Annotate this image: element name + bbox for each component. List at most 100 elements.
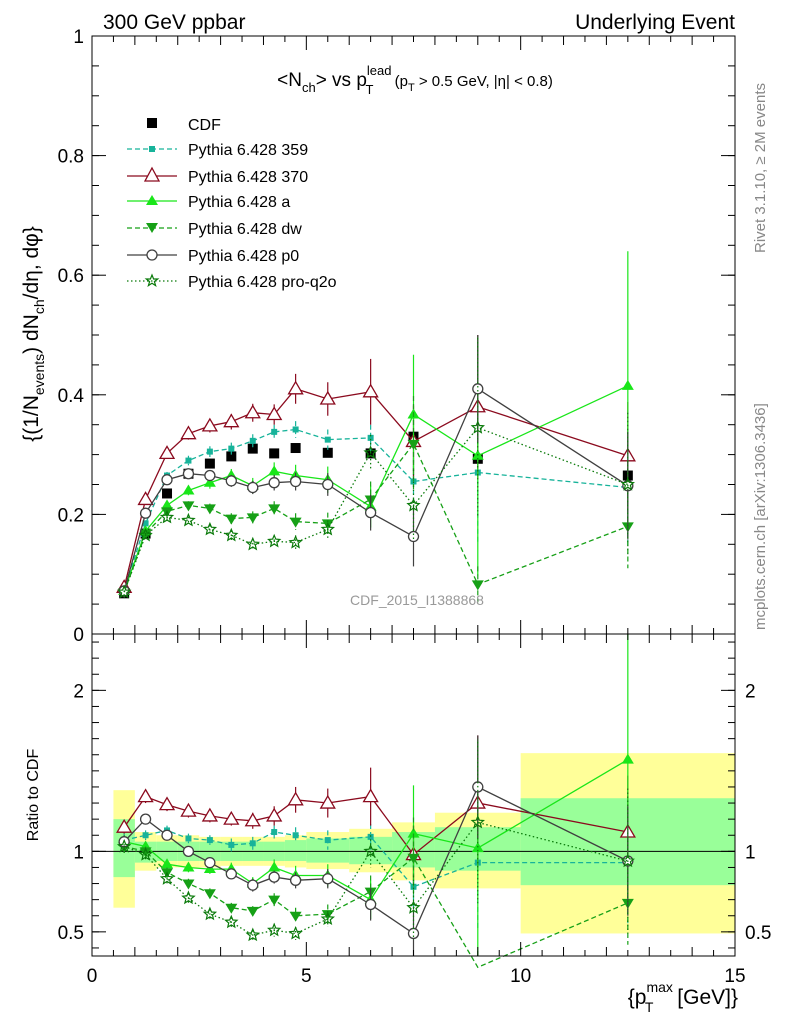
main-point-p370 [266,406,283,421]
ratio-point-pq2o [202,906,218,921]
ratio-point-p370 [180,802,197,817]
ratio-point-pp0 [247,879,259,891]
main-point-pq2o [202,521,218,536]
ratio-point-pq2o [470,814,485,829]
main-ticks: 0 0.2 0.4 0.6 0.8 1 [58,27,736,646]
legend-label-dw: Pythia 6.428 dw [188,221,302,238]
main-point-cdf [204,458,215,469]
ratio-point-pa [161,858,174,869]
main-line-p359 [123,428,628,591]
ratio-point-pdw [139,847,152,858]
ratio-point-pdw [203,889,216,900]
ratio-point-p370 [158,796,176,811]
ratio-point-pq2o [406,900,421,914]
main-point-pa [621,379,634,390]
ratio-point-pq2o [181,890,196,905]
ratio-xtick-label: 15 [724,966,745,987]
main-point-p370 [201,417,219,432]
main-point-pp0 [364,506,377,519]
ratio-point-pa [182,861,195,872]
ylabel-a: {(1/N [20,395,43,442]
ratio-point-p370 [116,818,133,833]
ratio-point-pq2o [138,847,153,861]
main-point-pdw [203,504,216,515]
ratio-series-pq2o [116,741,635,942]
xlabel-a-sup: max [646,979,672,995]
legend-marker-cdf [147,118,157,128]
legend-entry-dw: Pythia 6.428 dw [127,221,302,238]
main-ytick-label: 0.2 [58,505,84,526]
ratio-line-pdw [124,845,629,969]
ratio-point-p370 [362,788,379,803]
main-series-pa [118,251,634,595]
main-point-pq2o [470,420,485,434]
ratio-series [116,634,636,969]
ratio-point-p359 [324,837,331,844]
main-point-pq2o [363,445,378,459]
main-point-pp0 [204,469,216,482]
main-series-p359 [121,400,631,594]
ratio-point-p359 [249,840,256,847]
ratio-point-p370 [266,807,283,822]
main-point-p370 [158,445,176,460]
ratio-point-p370 [287,791,304,806]
ratio-ytick-label: 2 [73,681,84,702]
ratio-point-pp0 [268,871,280,883]
ratio-ytick-label-right: 2 [745,681,756,702]
main-ytick-label: 0.6 [58,266,84,287]
main-point-pp0 [182,468,195,480]
legend-entry-q2o: Pythia 6.428 pro-q2o [127,273,337,291]
ratio-point-pp0 [204,856,216,869]
ratio-point-pdw [407,853,420,864]
main-point-p359 [410,478,417,485]
main-point-pq2o [181,512,196,527]
ratio-point-p370 [319,794,336,809]
legend-entry-359: Pythia 6.428 359 [127,142,308,159]
main-panel: 00.20.40.60.81 <Nch> vs plead T (pT > 0.5… [20,27,736,646]
legend-entry-p0: Pythia 6.428 p0 [127,248,299,265]
title-t3: (p [390,73,408,90]
main-point-pq2o [406,497,421,512]
legend-label-a: Pythia 6.428 a [188,194,290,211]
main-ytick-label: 0.4 [58,386,85,407]
ratio-ytick-label-right: 0.5 [745,923,771,944]
xlabel-a: {p [628,986,647,1009]
main-line-pdw [123,442,629,593]
main-point-pp0 [407,530,420,543]
title-t1: <N [277,70,302,91]
main-line-pp0 [123,387,629,592]
ratio-point-p359 [271,829,278,836]
main-series-pdw [118,395,634,603]
title-t4: > 0.5 GeV, |η| < 0.8) [415,73,553,90]
title-t2-sup: lead [367,63,392,78]
title-t2: > vs p [316,70,367,91]
ratio-point-pq2o [245,927,261,942]
title-t1-sub: ch [302,80,316,95]
ratio-point-p370 [244,812,261,827]
ratio-point-p359 [292,832,299,839]
ratio-point-p359 [410,883,417,890]
ratio-point-p370 [223,810,240,825]
ratio-point-pq2o [159,871,175,885]
ratio-point-pq2o [320,911,336,926]
ratio-xtick-label: 0 [87,966,98,987]
legend-marker-a [146,195,158,205]
main-point-p359 [206,448,213,455]
main-series-p370 [116,335,636,594]
main-point-pdw [246,513,259,524]
ratio-series-p370 [116,735,636,889]
main-point-cdf [269,448,280,459]
main-point-p359 [249,437,256,444]
main-point-pdw [225,514,238,525]
main-point-pa [161,499,174,510]
main-point-cdf [322,447,333,458]
main-title: <Nch> vs plead T (pT > 0.5 GeV, |η| < 0.8… [277,63,553,97]
legend-marker-370 [143,166,161,182]
main-point-p370 [244,404,261,419]
main-point-pdw [289,517,302,528]
watermark: CDF_2015_I1388868 [350,592,484,608]
main-line-p370 [123,388,629,588]
main-point-pq2o [159,509,175,524]
main-point-p370 [223,413,240,428]
main-point-p370 [287,380,304,395]
